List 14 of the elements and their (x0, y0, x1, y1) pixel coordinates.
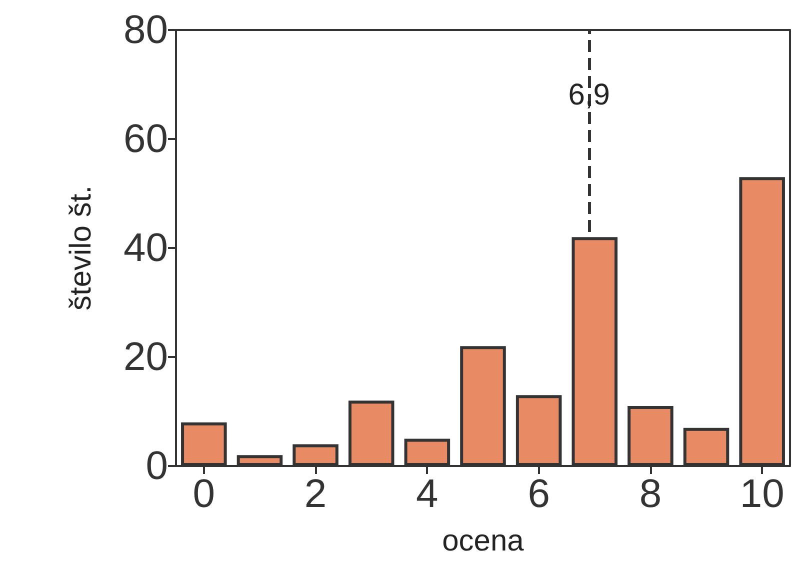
x-tick-label: 4 (416, 472, 438, 516)
x-tick-label: 8 (639, 472, 662, 516)
x-tick-label: 6 (528, 472, 550, 516)
x-tick-label: 10 (740, 472, 784, 516)
x-axis-title: ocena (442, 524, 524, 558)
y-tick-label: 80 (124, 8, 168, 52)
ref-line-label: 6,9 (568, 78, 610, 112)
y-tick-label: 60 (124, 117, 168, 161)
x-tick-label: 2 (304, 472, 327, 516)
y-axis-title: število št. (64, 185, 98, 311)
y-tick-label: 0 (146, 444, 168, 488)
y-tick-label: 20 (124, 335, 168, 379)
x-tick-label: 0 (192, 472, 216, 516)
y-tick-label: 40 (124, 226, 168, 270)
